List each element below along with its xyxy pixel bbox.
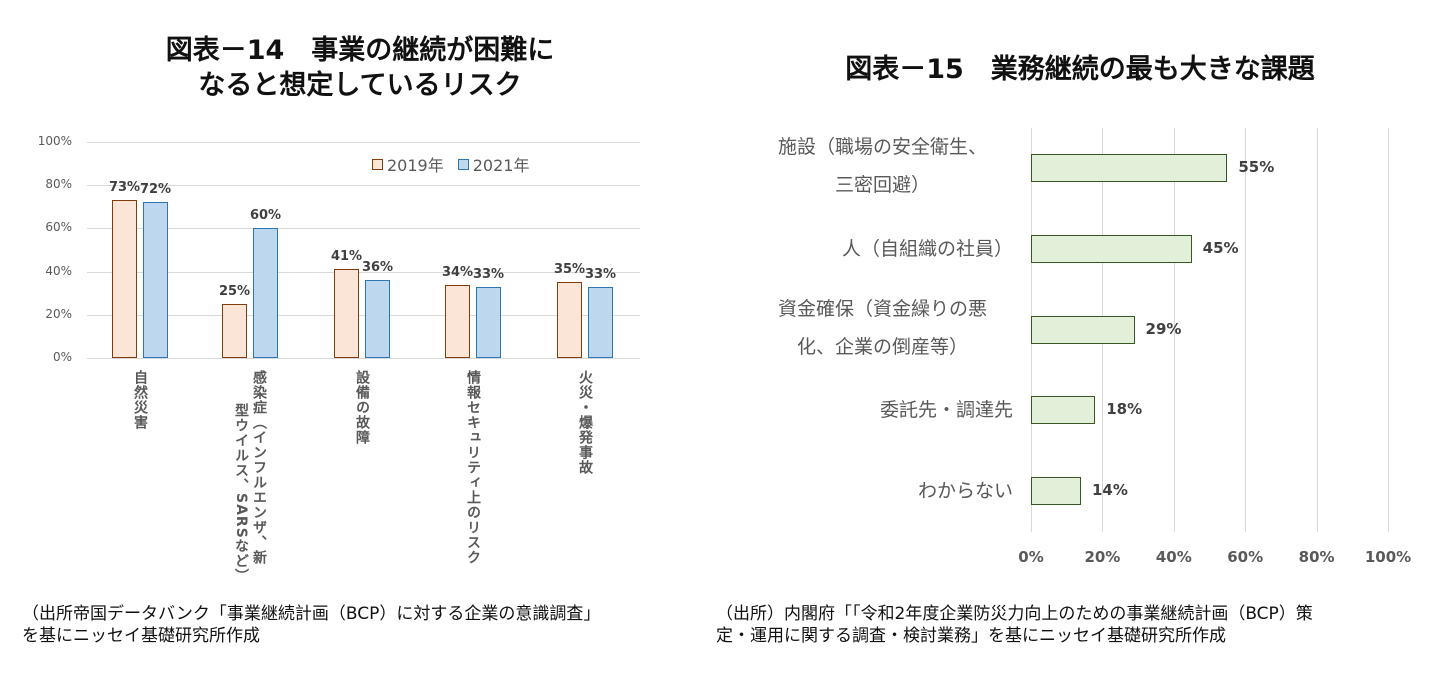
- bar-2021: [143, 202, 168, 358]
- category-label-line: 資金確保（資金繰りの悪: [777, 298, 987, 320]
- category-label-line: 感染症（インフルエンザ、新: [251, 370, 267, 565]
- bar-horizontal: [1031, 477, 1081, 505]
- gridline-y: [87, 314, 640, 316]
- x-tick-label: 100%: [1364, 548, 1412, 566]
- chart15-plot: 0% 20% 40% 60% 80% 100% 55% 施設（職場の安全衛生、 三密回避） 45%…: [740, 128, 1412, 566]
- category-label-line: 情報セキュリティ上のリスク: [465, 370, 481, 565]
- bar-2019: [334, 269, 359, 358]
- data-label: 33%: [472, 266, 505, 282]
- gridline-x: [1388, 128, 1389, 532]
- bar-2019: [557, 282, 582, 358]
- chart14-source-line1: （出所帝国データバンク「事業継続計画（BCP）に対する企業の意識調査」: [22, 604, 601, 624]
- category-label-line: 人（自組織の社員）: [841, 238, 1013, 260]
- gridline-y: [87, 271, 640, 273]
- category-label: 委託先・調達先: [740, 391, 1025, 429]
- bar-horizontal: [1031, 316, 1135, 344]
- gridline-y: [87, 142, 640, 143]
- chart15-source-line1: （出所）内閣府「「令和2年度企業防災力向上のための事業継続計画（BCP）策: [716, 604, 1313, 624]
- bar-horizontal: [1031, 154, 1228, 182]
- data-label: 36%: [361, 260, 394, 276]
- x-tick-label: 0%: [1018, 548, 1044, 566]
- chart14-title-line1: 図表－14 事業の継続が困難に: [165, 35, 555, 66]
- bar-horizontal: [1031, 235, 1192, 263]
- category-label-line: 施設（職場の安全衛生、: [777, 136, 987, 158]
- bar-horizontal: [1031, 396, 1096, 424]
- gridline-y: [87, 228, 640, 230]
- category-label-line: 設備の故障: [354, 370, 370, 445]
- y-tick-label: 20%: [45, 306, 72, 321]
- bar-2021: [476, 286, 501, 358]
- x-tick-label: 60%: [1227, 548, 1264, 566]
- category-label-line: 化、企業の倒産等）: [796, 336, 968, 358]
- bar-2019: [222, 304, 247, 358]
- data-label: 73%: [108, 180, 141, 196]
- bar-2021: [588, 286, 613, 358]
- y-tick-label: 40%: [45, 263, 72, 278]
- chart14-title-line2: なると想定しているリスク: [198, 70, 522, 101]
- data-label: 33%: [584, 266, 617, 282]
- category-label: 人（自組織の社員）: [740, 230, 1025, 268]
- category-label-line: 三密回避）: [834, 174, 930, 196]
- chart14-plot: 100% 80% 60% 40% 20% 0% 73% 72% 自然災害 25% 60% 感染症（イン…: [0, 0, 700, 600]
- gridline-x: [1245, 128, 1247, 532]
- bar-2019: [112, 200, 137, 358]
- chart15-source-line2: 定・運用に関する調査・検討業務」を基にニッセイ基礎研究所作成: [716, 626, 1226, 646]
- y-tick-label: 60%: [45, 220, 72, 235]
- data-label: 72%: [139, 182, 172, 198]
- gridline-y: [87, 185, 640, 187]
- y-tick-label: 80%: [45, 177, 72, 192]
- category-label-line: 委託先・調達先: [879, 399, 1013, 421]
- data-label: 25%: [218, 284, 251, 299]
- category-label: 自然災害: [131, 370, 149, 430]
- bar-2021: [253, 228, 278, 358]
- y-tick-label: 100%: [37, 134, 72, 148]
- chart14-source: （出所帝国データバンク「事業継続計画（BCP）に対する企業の意識調査」 を基にニ…: [22, 603, 600, 647]
- data-label: 29%: [1145, 320, 1182, 338]
- data-label: 45%: [1202, 239, 1239, 257]
- chart14-legend: 2019年 2021年: [372, 152, 529, 176]
- x-tick-label: 80%: [1298, 548, 1335, 566]
- category-label: 資金確保（資金繰りの悪 化、企業の倒産等）: [740, 290, 1025, 366]
- chart14-source-line2: を基にニッセイ基礎研究所作成: [22, 626, 260, 646]
- gridline-y: [87, 358, 640, 359]
- chart15-source: （出所）内閣府「「令和2年度企業防災力向上のための事業継続計画（BCP）策 定・…: [716, 603, 1313, 647]
- category-label: 設備の故障: [353, 370, 371, 445]
- data-label: 41%: [330, 249, 363, 265]
- legend-swatch-2019: [372, 158, 383, 170]
- data-label: 55%: [1238, 158, 1275, 176]
- category-label-line: 型ウイルス、SARSなど）: [233, 403, 249, 584]
- legend-label-2021: 2021年: [472, 156, 530, 175]
- category-label-line: 火災・爆発事故: [577, 370, 593, 475]
- data-label: 18%: [1106, 400, 1143, 418]
- chart15-title: 図表－15 業務継続の最も大きな課題: [845, 54, 1315, 85]
- data-label: 14%: [1091, 481, 1128, 499]
- bar-2019: [445, 284, 470, 358]
- y-tick-label: 0%: [52, 350, 72, 364]
- category-label: 施設（職場の安全衛生、 三密回避）: [740, 128, 1025, 204]
- category-label: 情報セキュリティ上のリスク: [464, 370, 482, 565]
- x-tick-label: 40%: [1155, 548, 1192, 566]
- data-label: 60%: [249, 208, 282, 224]
- gridline-x: [1316, 128, 1318, 532]
- data-label: 34%: [441, 264, 474, 280]
- data-label: 35%: [553, 262, 586, 278]
- category-label: わからない: [740, 472, 1025, 510]
- category-label: 火災・爆発事故: [576, 370, 594, 475]
- category-label-line: わからない: [917, 480, 1013, 502]
- category-label: 感染症（インフルエンザ、新 型ウイルス、SARSなど）: [232, 370, 268, 584]
- bar-2021: [365, 280, 390, 358]
- category-label-line: 自然災害: [132, 370, 148, 430]
- legend-label-2019: 2019年: [387, 156, 444, 175]
- chart14-title: 図表－14 事業の継続が困難に なると想定しているリスク: [110, 33, 610, 103]
- gridline-x: [1173, 128, 1175, 532]
- x-tick-label: 20%: [1084, 548, 1121, 566]
- legend-swatch-2021: [457, 158, 469, 170]
